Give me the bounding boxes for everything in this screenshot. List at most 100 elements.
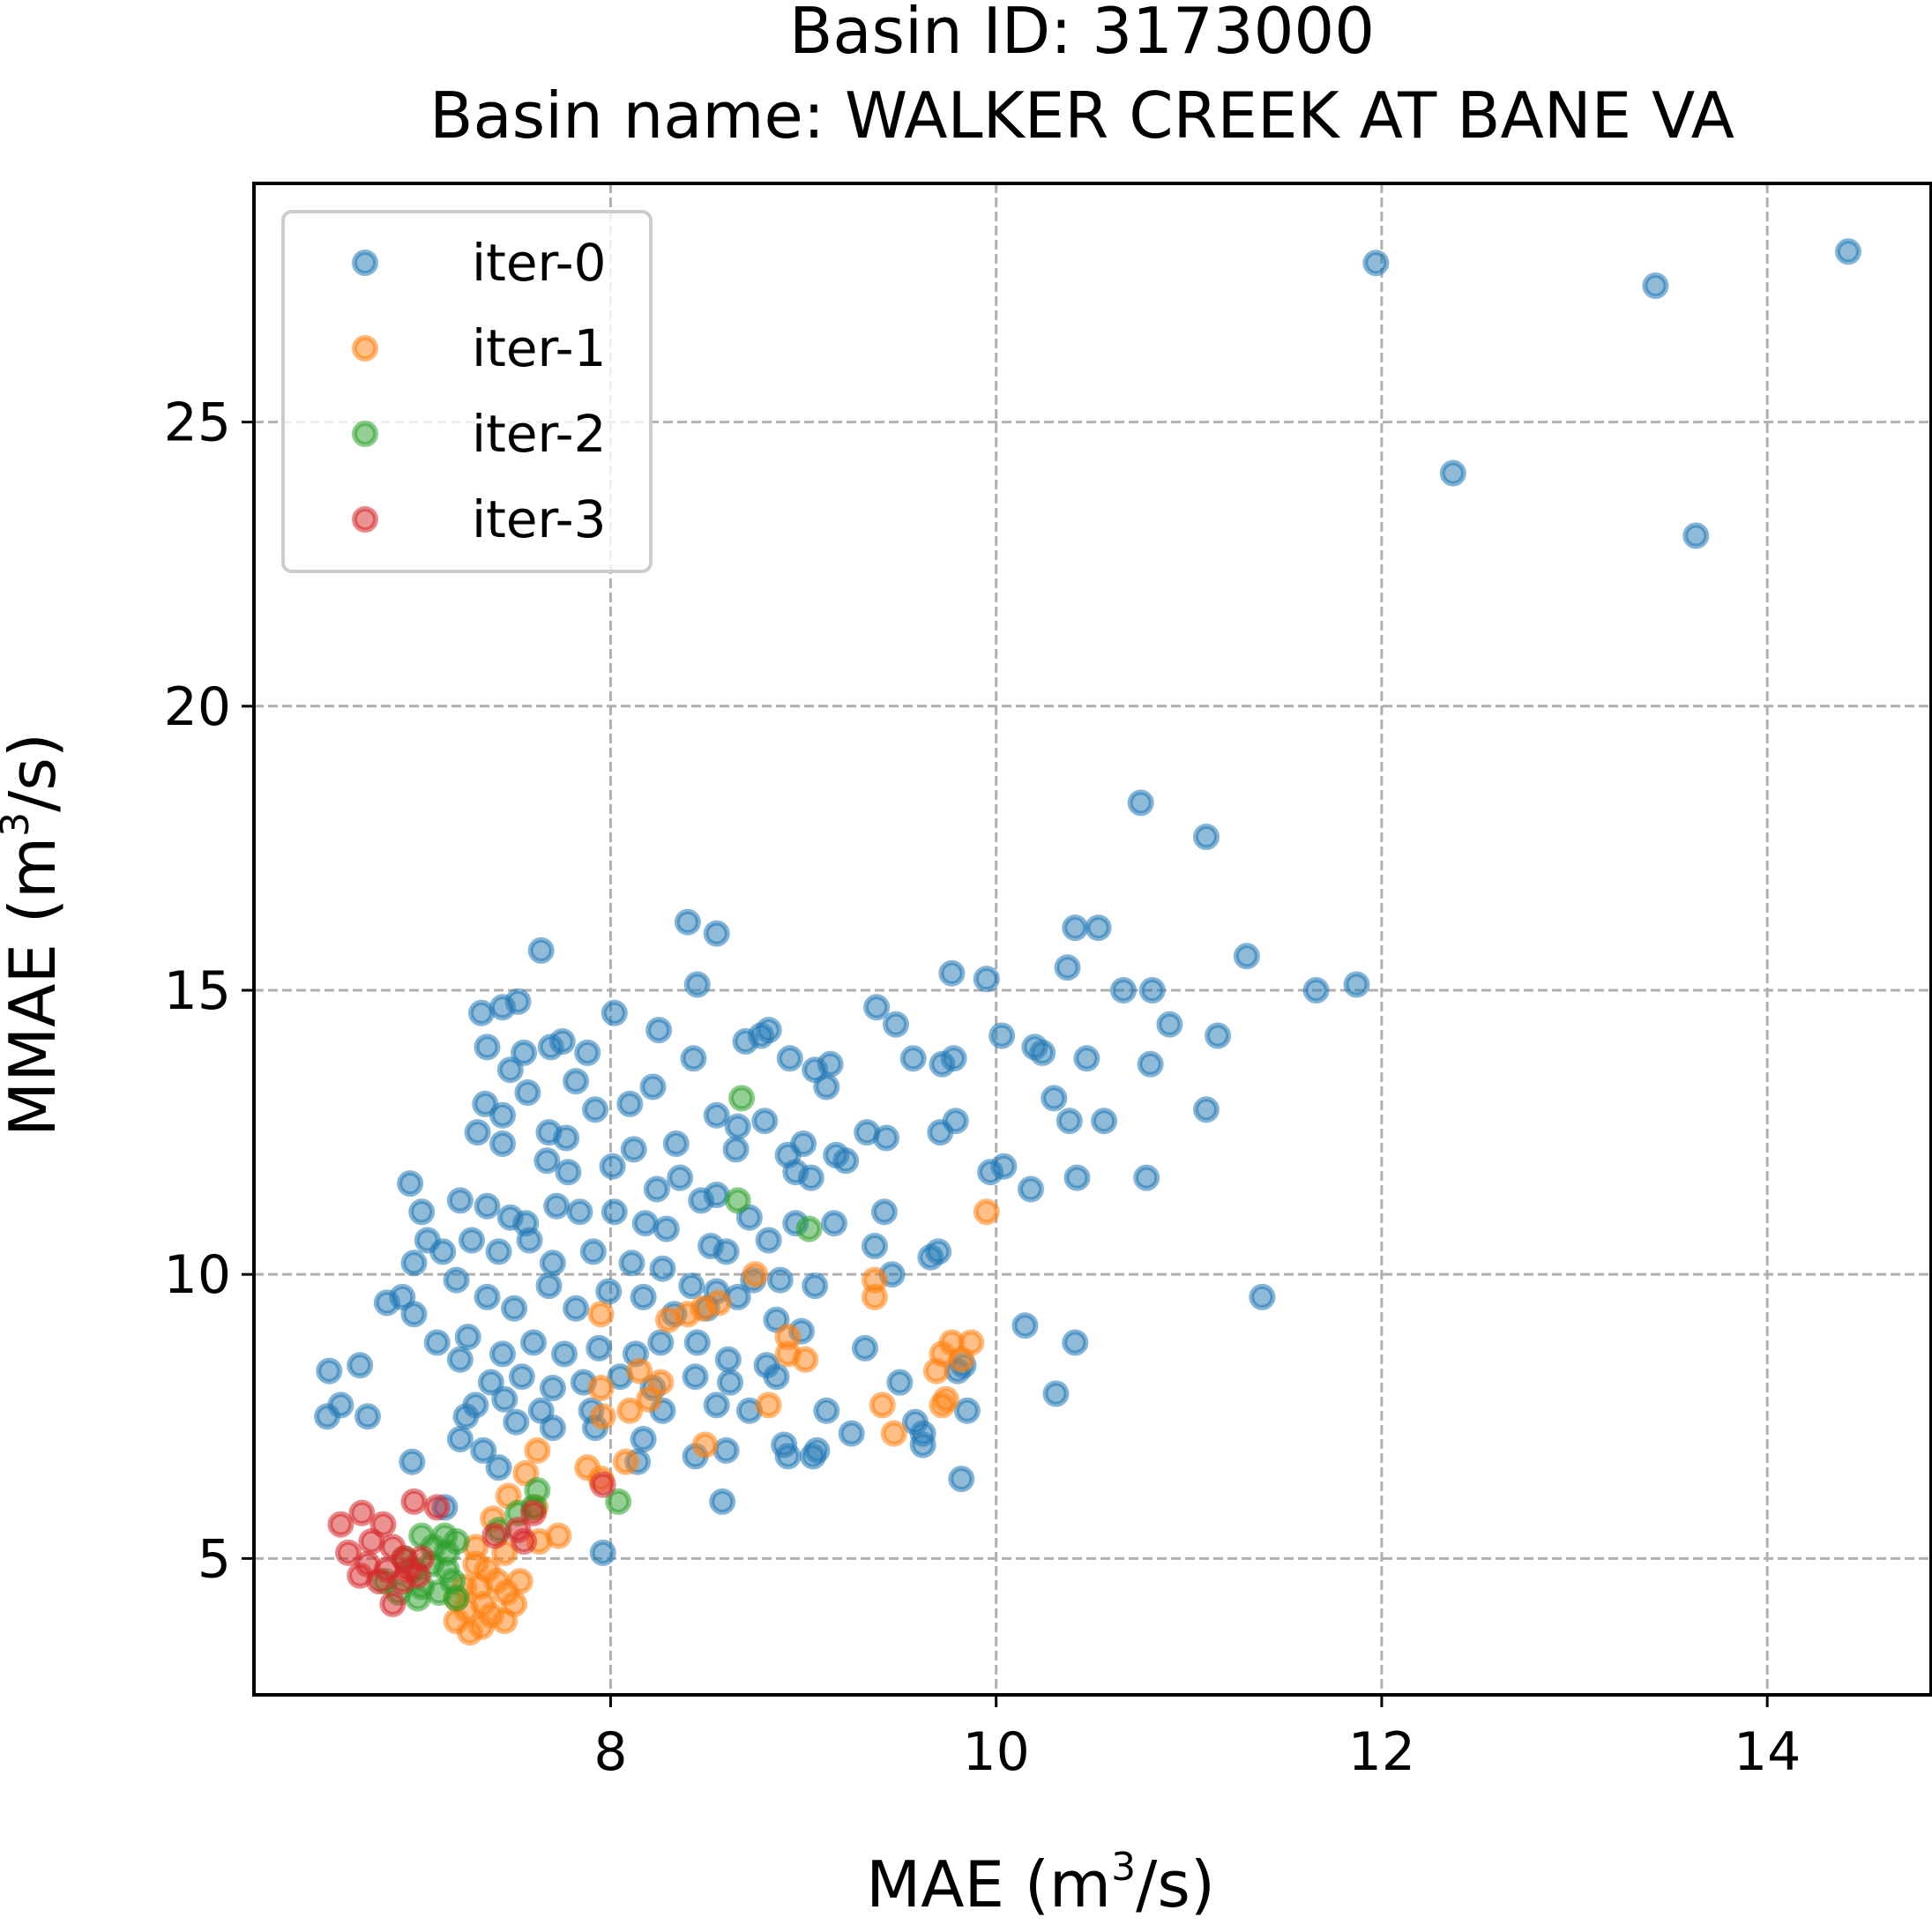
y-axis-label-base: MMAE (m: [0, 837, 70, 1137]
data-point: [1029, 1039, 1056, 1066]
data-point: [1011, 1312, 1039, 1339]
data-point: [1073, 1045, 1100, 1072]
legend-entry-iter-0: iter-0: [352, 233, 607, 293]
data-point: [404, 1562, 431, 1589]
data-point: [508, 1363, 535, 1391]
legend-marker: [352, 335, 378, 362]
data-point: [1439, 459, 1466, 487]
data-point: [821, 1210, 847, 1237]
legend-box: [281, 210, 653, 573]
data-point: [446, 1426, 474, 1452]
data-point: [555, 1159, 582, 1186]
y-tick-label: 20: [164, 676, 231, 738]
data-point: [586, 1334, 613, 1362]
data-point: [347, 1352, 374, 1379]
data-point: [732, 1028, 759, 1055]
data-point: [514, 1079, 541, 1106]
data-point: [452, 1403, 480, 1430]
data-point: [399, 1448, 426, 1475]
data-point: [587, 1301, 615, 1328]
x-tick-label: 8: [593, 1721, 627, 1783]
data-point: [645, 1017, 673, 1044]
data-point: [631, 1210, 659, 1237]
y-axis-label: MMAE (m3/s): [0, 733, 70, 1137]
data-point: [802, 1272, 829, 1300]
data-point: [489, 994, 516, 1021]
data-point: [973, 966, 1000, 993]
legend-marker: [352, 506, 378, 533]
data-point: [714, 1346, 742, 1373]
data-point: [589, 1403, 616, 1430]
data-point: [813, 1397, 840, 1424]
data-point: [653, 1215, 680, 1242]
data-point: [612, 1448, 639, 1475]
data-point: [1156, 1011, 1183, 1038]
data-point: [909, 1431, 936, 1459]
data-point: [551, 1340, 578, 1368]
chart-title-line-1: Basin ID: 3173000: [789, 0, 1375, 68]
data-point: [543, 1192, 571, 1220]
data-point: [712, 1436, 740, 1464]
data-point: [990, 1153, 1018, 1180]
data-point: [1042, 1380, 1070, 1407]
data-point: [683, 971, 711, 998]
data-point: [527, 936, 555, 964]
data-point: [616, 1090, 644, 1117]
data-point: [599, 1153, 626, 1180]
data-point: [1233, 943, 1260, 970]
data-point: [649, 1255, 676, 1282]
data-point: [527, 1397, 555, 1424]
data-point: [1193, 824, 1220, 850]
data-point: [379, 1590, 407, 1617]
data-point: [1041, 1085, 1068, 1112]
data-point: [717, 1369, 743, 1396]
data-point: [496, 1056, 524, 1084]
data-point: [553, 1124, 580, 1152]
data-point: [366, 1568, 393, 1595]
data-point: [942, 1108, 969, 1135]
series-iter-0: [314, 238, 1861, 1566]
data-point: [682, 1363, 709, 1391]
data-point: [751, 1108, 779, 1135]
data-point: [605, 1488, 632, 1515]
data-point: [662, 1130, 690, 1157]
data-point: [948, 1466, 975, 1493]
data-point: [703, 1392, 730, 1419]
data-point: [929, 1392, 956, 1419]
data-point: [443, 1585, 470, 1612]
data-point: [703, 1101, 730, 1129]
x-tick-label: 10: [963, 1721, 1030, 1783]
data-point: [774, 1443, 802, 1470]
data-point: [535, 1272, 563, 1300]
data-point: [667, 1164, 694, 1191]
data-point: [1835, 238, 1861, 265]
data-point: [481, 1522, 509, 1549]
data-point: [1205, 1022, 1232, 1049]
data-point: [520, 1499, 547, 1526]
data-point: [454, 1324, 481, 1351]
data-point: [595, 1278, 623, 1305]
data-point: [630, 1426, 657, 1452]
data-point: [838, 1420, 865, 1447]
data-point: [899, 1045, 927, 1072]
data-point: [539, 1414, 566, 1442]
y-tick-label: 5: [198, 1528, 231, 1590]
axis-ticks: 8 10 12 14 5 10 15 20 25: [164, 392, 1801, 1783]
data-point: [400, 1301, 428, 1328]
data-point: [800, 1443, 826, 1470]
data-point: [1091, 1108, 1118, 1135]
data-point: [797, 1164, 824, 1191]
data-point: [705, 1289, 732, 1317]
data-point: [795, 1215, 823, 1242]
legend-label: iter-0: [472, 233, 607, 293]
data-point: [474, 1192, 501, 1220]
data-point: [683, 1329, 711, 1356]
legend-label: iter-1: [472, 318, 607, 378]
data-point: [397, 1170, 424, 1198]
data-point: [314, 1403, 341, 1430]
data-point: [470, 1436, 497, 1464]
data-point: [1249, 1283, 1276, 1310]
series-iter-3: [327, 1471, 616, 1617]
data-point: [832, 1147, 860, 1175]
data-point: [973, 1198, 1000, 1226]
